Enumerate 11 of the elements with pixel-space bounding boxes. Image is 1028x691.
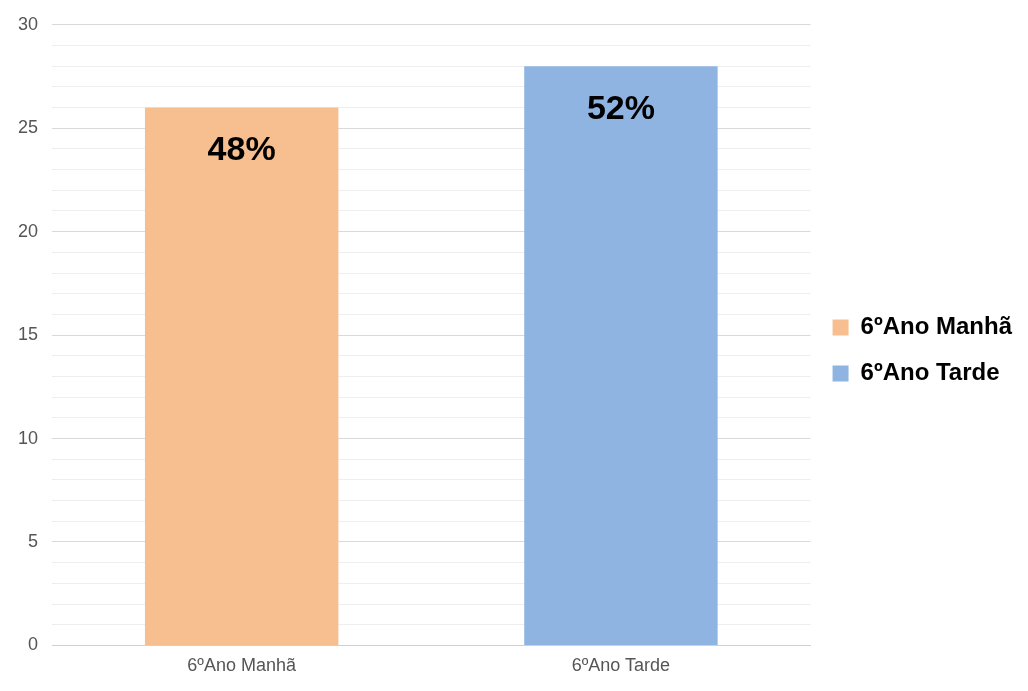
y-tick-label: 20 bbox=[17, 220, 39, 241]
legend-label: 6ºAno Manhã bbox=[860, 312, 1013, 340]
annotation: 48% bbox=[207, 128, 276, 167]
y-tick-label: 15 bbox=[17, 324, 39, 345]
legend-label: 6ºAno Tarde bbox=[860, 358, 1000, 386]
annotation: 52% bbox=[586, 87, 655, 126]
y-tick-label: 25 bbox=[17, 117, 39, 138]
y-tick-label: 30 bbox=[17, 13, 39, 34]
y-tick-label: 10 bbox=[17, 427, 39, 448]
y-tick-label: 5 bbox=[28, 530, 39, 551]
y-tick-label: 0 bbox=[28, 634, 39, 655]
